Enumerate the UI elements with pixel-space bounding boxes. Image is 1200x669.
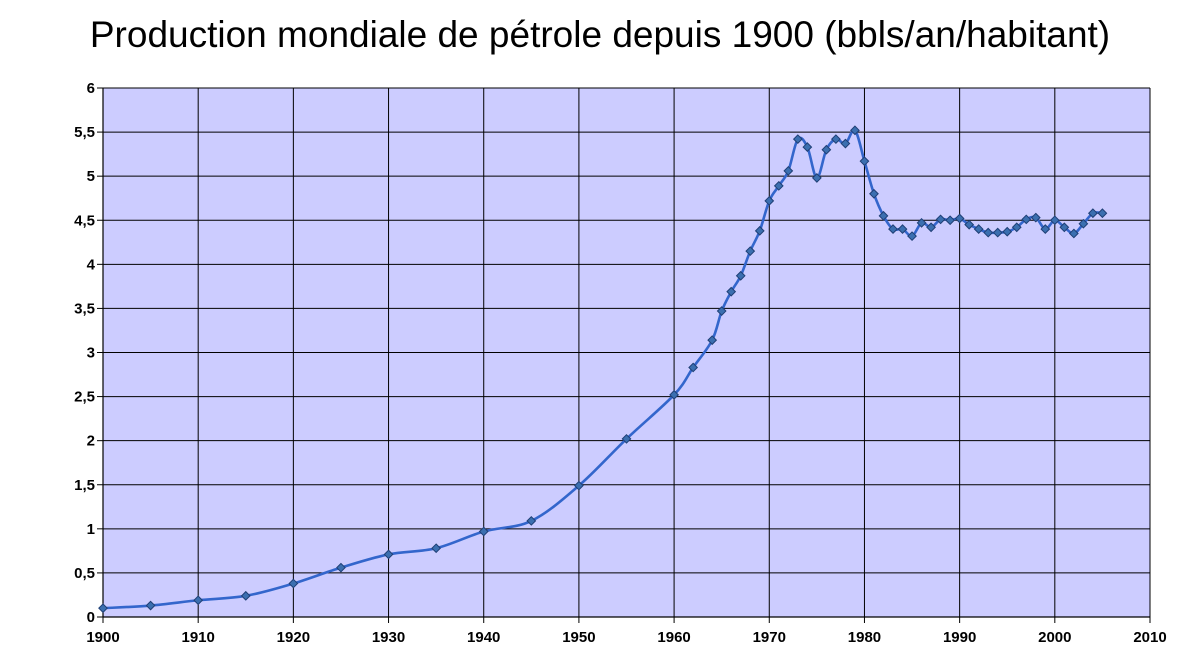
data-point (878, 210, 889, 221)
y-tick-label: 4 (87, 256, 96, 273)
x-tick-label: 1910 (181, 629, 214, 646)
data-point (1002, 226, 1013, 237)
data-point (193, 595, 204, 606)
data-point (840, 138, 851, 149)
x-tick-label: 2010 (1133, 629, 1166, 646)
x-tick-label: 1980 (848, 629, 881, 646)
data-point (764, 195, 775, 206)
y-tick-label: 3,5 (74, 300, 95, 317)
data-point (916, 217, 927, 228)
data-point (145, 600, 156, 611)
data-point (1011, 222, 1022, 233)
data-point (973, 224, 984, 234)
data-point (1049, 215, 1060, 226)
x-tick-label: 2000 (1038, 629, 1071, 646)
y-tick-label: 2 (87, 433, 95, 450)
data-point (526, 515, 537, 526)
data-point (98, 603, 108, 614)
data-point (478, 526, 489, 537)
data-point (992, 227, 1003, 238)
data-point (621, 433, 632, 444)
data-point (821, 144, 832, 155)
data-point (792, 134, 803, 145)
data-point (688, 362, 699, 373)
data-point (773, 180, 784, 191)
data-point (1059, 222, 1070, 233)
y-tick-label: 3 (87, 345, 95, 362)
x-tick-label: 1960 (657, 629, 690, 646)
data-point (726, 286, 737, 297)
data-point (1021, 214, 1032, 225)
y-tick-label: 4,5 (74, 212, 95, 229)
data-point (954, 213, 965, 224)
x-tick-label: 1970 (753, 629, 786, 646)
data-point (802, 142, 813, 152)
axis-layer (97, 87, 1151, 623)
data-point (850, 125, 860, 136)
y-tick-label: 0 (87, 609, 95, 626)
data-point (926, 222, 936, 233)
data-point (288, 578, 299, 589)
data-point (811, 173, 822, 183)
y-tick-label: 0,5 (74, 565, 95, 582)
data-point (1030, 212, 1041, 223)
y-tick-label: 6 (87, 80, 95, 97)
data-point (869, 188, 879, 199)
data-point (336, 562, 346, 573)
x-tick-label: 1990 (943, 629, 976, 646)
data-point (830, 134, 841, 145)
data-point (888, 224, 898, 234)
series-layer (98, 125, 1108, 614)
data-point (1068, 228, 1079, 239)
x-tick-label: 1940 (467, 629, 500, 646)
tick-label-layer: 0 0,5 1 1,5 2 2,5 3 3,5 4 4,5 5 5,5 6 1900 1910 1920 193… (74, 80, 1167, 646)
data-point (574, 480, 584, 491)
data-point (240, 590, 251, 601)
data-point (716, 306, 727, 316)
data-point (735, 270, 746, 281)
data-point (945, 215, 956, 226)
data-point (907, 231, 917, 242)
y-tick-label: 1,5 (74, 477, 95, 494)
x-tick-label: 1920 (277, 629, 310, 646)
data-point (1087, 208, 1098, 219)
data-point (964, 219, 975, 230)
x-tick-label: 1900 (86, 629, 119, 646)
data-point (669, 389, 679, 400)
data-point (983, 227, 994, 238)
data-point (431, 543, 442, 554)
data-point (1078, 218, 1089, 229)
y-tick-label: 2,5 (74, 389, 95, 406)
data-point (897, 224, 908, 234)
data-point (859, 156, 870, 167)
data-point (754, 225, 765, 236)
data-point (1097, 208, 1108, 219)
data-point (1040, 224, 1051, 234)
x-tick-label: 1930 (372, 629, 405, 646)
chart-title: Production mondiale de pétrole depuis 19… (89, 14, 1111, 55)
data-point (707, 335, 718, 346)
y-tick-label: 5,5 (74, 124, 95, 141)
data-point (745, 246, 756, 257)
data-point (783, 165, 794, 176)
data-point (383, 549, 394, 560)
y-tick-label: 5 (87, 168, 95, 185)
y-tick-label: 1 (87, 521, 95, 538)
data-point (935, 214, 946, 225)
x-tick-label: 1950 (562, 629, 595, 646)
